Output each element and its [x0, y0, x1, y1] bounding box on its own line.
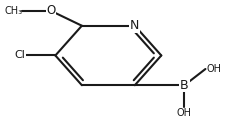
Text: Cl: Cl: [15, 51, 25, 60]
Text: B: B: [179, 79, 188, 92]
Text: OH: OH: [176, 108, 191, 118]
Text: O: O: [46, 4, 55, 17]
Text: CH₃: CH₃: [4, 6, 22, 16]
Text: N: N: [130, 19, 139, 32]
Text: OH: OH: [206, 64, 221, 74]
